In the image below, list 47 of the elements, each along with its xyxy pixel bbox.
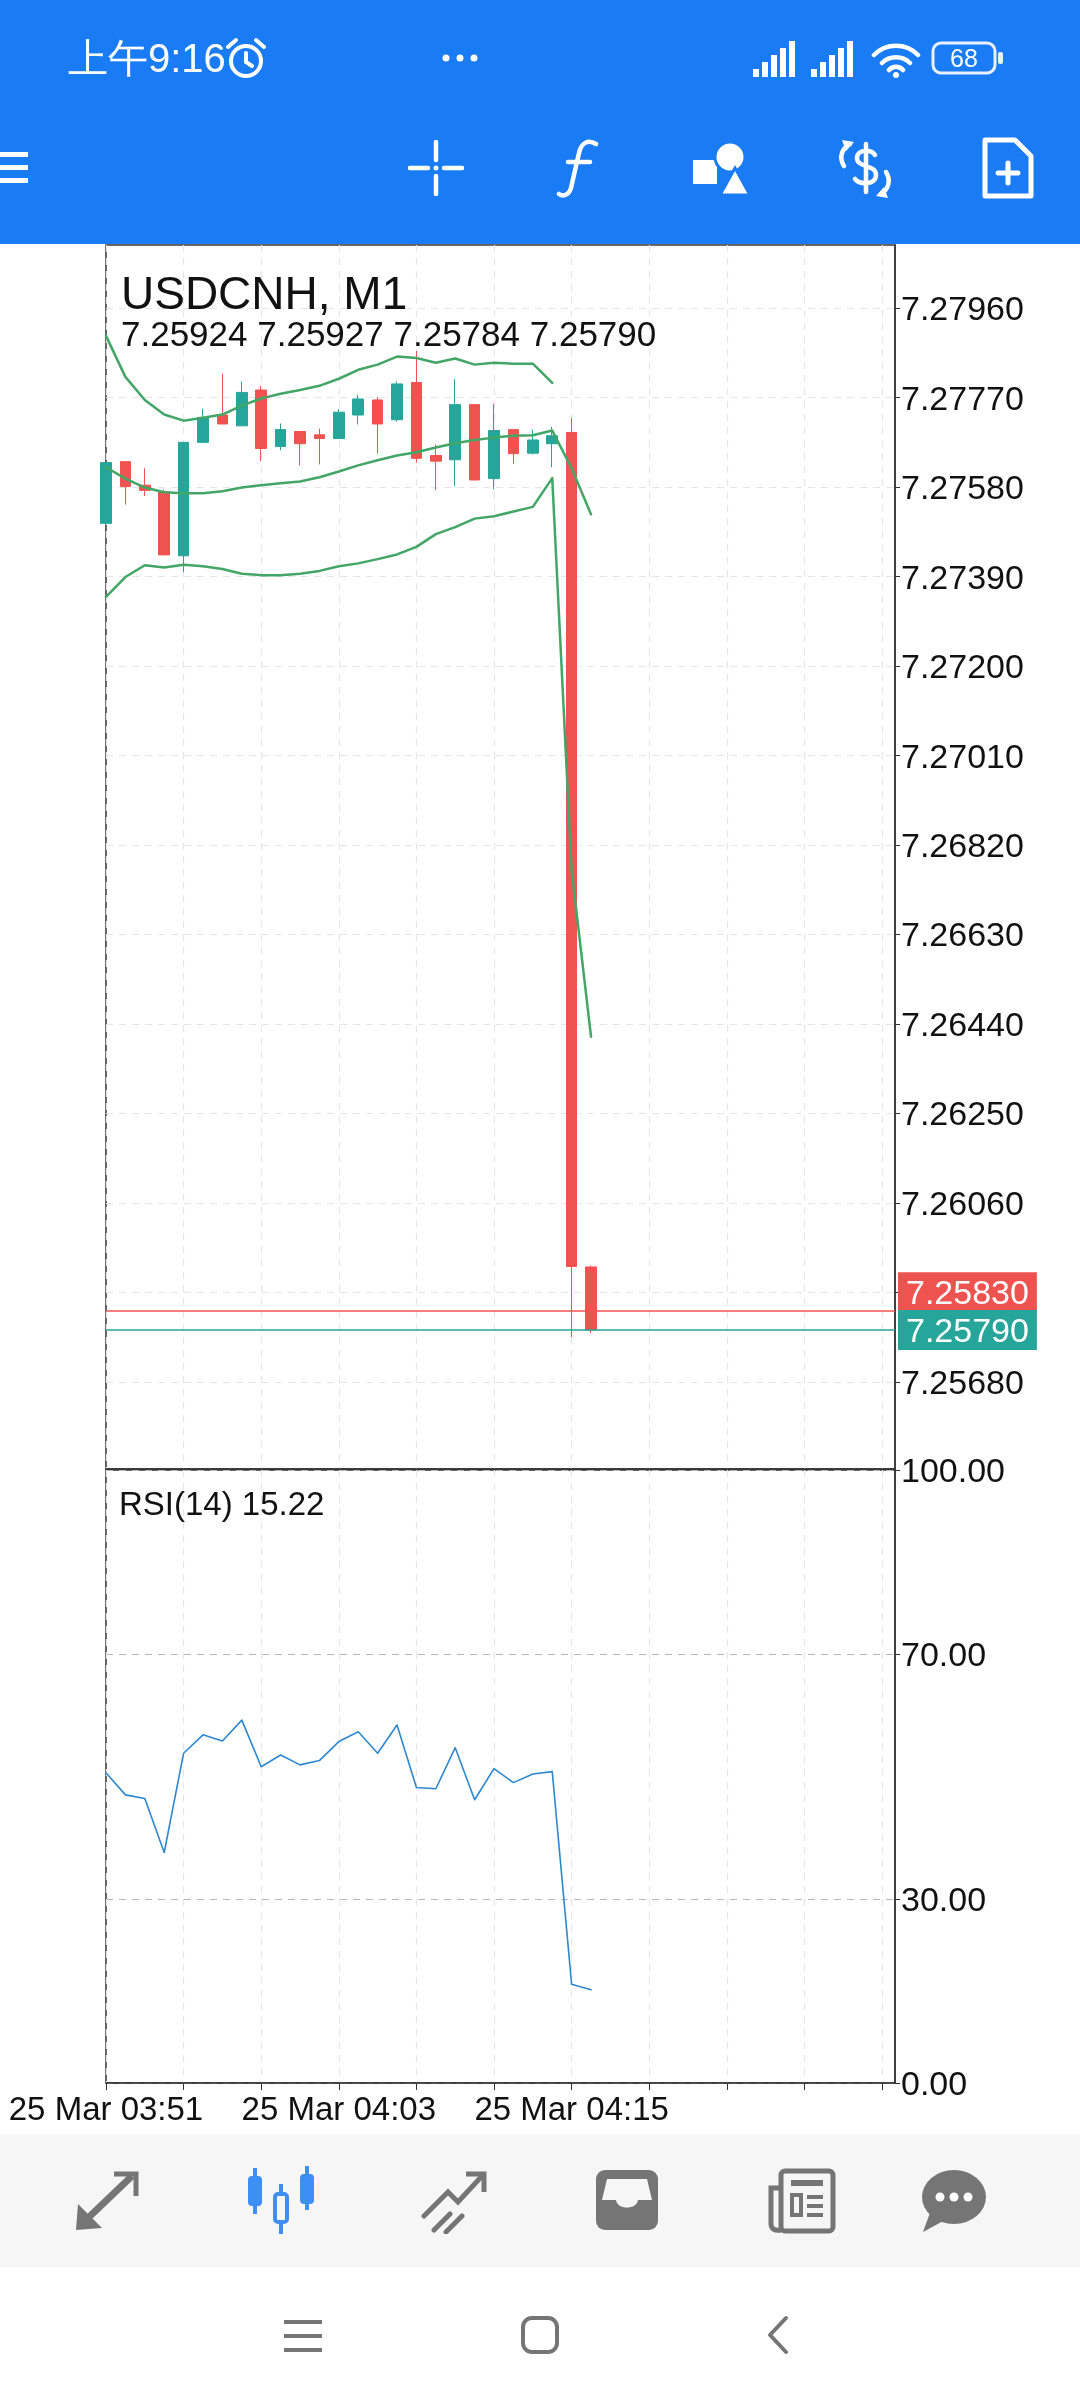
- candlestick: [255, 385, 267, 462]
- y-tick-label: 7.26630: [901, 915, 1024, 954]
- ref-line-label: 7.25830: [906, 1273, 1029, 1312]
- line-series: [104, 476, 593, 1038]
- text: 上午9:16: [68, 35, 226, 81]
- y-tick-label: 100.00: [901, 1451, 1005, 1489]
- candlestick: [469, 404, 480, 481]
- candlestick: [508, 429, 519, 465]
- line-series: [104, 429, 593, 516]
- y-tick-label: 7.27390: [901, 557, 1024, 596]
- candlestick: [449, 378, 461, 487]
- y-tick-label: 7.25680: [901, 1362, 1024, 1401]
- x-tick-label: 25 Mar 04:03: [241, 2090, 437, 2127]
- candlestick: [197, 408, 209, 443]
- y-tick-label: 7.26060: [901, 1183, 1024, 1222]
- candlestick: [158, 488, 170, 556]
- y-tick-label: 7.27200: [901, 647, 1024, 686]
- candlestick: [372, 396, 383, 455]
- candlestick: [527, 429, 539, 456]
- y-tick-label: 70.00: [901, 1634, 987, 1673]
- candlestick: [352, 394, 364, 425]
- y-tick-label: 7.26440: [901, 1004, 1024, 1043]
- y-tick-label: 7.26250: [901, 1094, 1024, 1133]
- candlestick: [236, 381, 248, 427]
- candlestick: [217, 373, 228, 425]
- y-tick-label: 7.27770: [901, 378, 1024, 417]
- x-tick-label: 25 Mar 04:15: [474, 2090, 669, 2127]
- line-series: [105, 1719, 592, 1991]
- x-tick-label: 25 Mar 03:51: [8, 2090, 204, 2127]
- chart-title: RSI(14) 15.22: [119, 1485, 325, 1522]
- y-tick-label: 0.00: [901, 2064, 968, 2102]
- candlestick: [391, 381, 403, 423]
- y-tick-label: 7.27010: [901, 736, 1024, 775]
- candlestick: [411, 350, 422, 464]
- candlestick: [430, 444, 442, 491]
- candlestick: [488, 403, 500, 490]
- candlestick: [275, 422, 286, 451]
- candlestick: [100, 462, 112, 524]
- candlestick: [294, 431, 306, 466]
- candlestick: [178, 441, 189, 573]
- y-tick-label: 7.27580: [901, 468, 1024, 507]
- y-tick-label: 7.27960: [901, 289, 1024, 328]
- ref-line-label: 7.25790: [906, 1311, 1029, 1350]
- candlestick: [333, 408, 345, 440]
- y-tick-label: 7.26820: [901, 825, 1024, 864]
- y-tick-label: 30.00: [901, 1880, 987, 1919]
- candlestick: [314, 428, 325, 465]
